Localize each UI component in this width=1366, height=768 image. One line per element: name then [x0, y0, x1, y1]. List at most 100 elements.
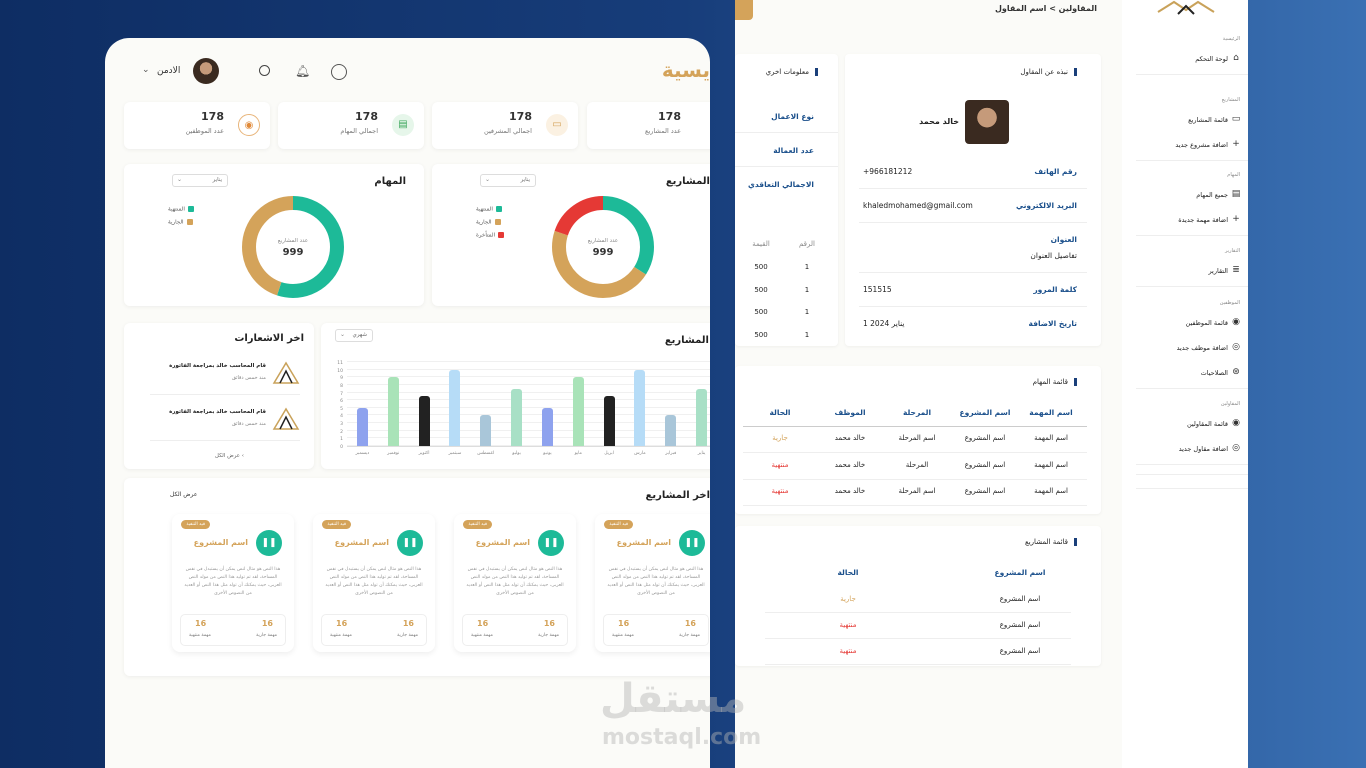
period-filter[interactable]: شهري ⌄: [335, 329, 373, 342]
bar[interactable]: [603, 396, 615, 446]
chart-title: المشاريع: [665, 176, 710, 187]
sidebar-item-label: جميع المهام: [1196, 191, 1228, 199]
gridline: [347, 406, 710, 408]
row-divider: [765, 664, 1071, 665]
user-plus-icon: ◎: [1232, 443, 1240, 453]
bar[interactable]: [511, 388, 523, 446]
settings-icon[interactable]: [331, 64, 347, 80]
x-tick-label: اكتوبر: [418, 451, 430, 456]
stat-label: اجمالي المشرفين: [484, 127, 532, 135]
chart-title: المشاريع: [664, 335, 709, 346]
labor-count-link[interactable]: عدد العمالة: [773, 146, 814, 155]
phone-label: رقم الهاتف: [1034, 167, 1077, 176]
gridline: [347, 429, 710, 431]
bar[interactable]: [449, 369, 461, 446]
notification-item[interactable]: قام المحاسب خالد بمراجعة الفاتورة منذ خم…: [150, 353, 300, 395]
project-card[interactable]: قيد التنفيذ ❚❚ اسم المشروع هذا النص هو مثال…: [595, 514, 710, 652]
project-card[interactable]: قيد التنفيذ ❚❚ اسم المشروع هذا النص هو مثال…: [313, 514, 435, 652]
stat-card-tasks: 178 اجمالي المهام ▤: [278, 102, 424, 149]
notifications-title: اخر الاشعارات: [234, 333, 304, 344]
view-all-link[interactable]: عرض الكل: [170, 491, 198, 498]
sidebar-item[interactable]: الصلاحيات ⊛: [1122, 367, 1248, 380]
project-card[interactable]: قيد التنفيذ ❚❚ اسم المشروع هذا النص هو مثال…: [172, 514, 294, 652]
sidebar-item[interactable]: قائمة الموظفين ◉: [1122, 317, 1248, 330]
sidebar-item[interactable]: لوحة التحكم ⌂: [1122, 53, 1248, 66]
sidebar-item[interactable]: اضافة مهمة جديدة +: [1122, 214, 1248, 227]
running-tasks-value: 16: [402, 619, 414, 628]
running-tasks-label: مهمة جارية: [538, 633, 559, 638]
status-cell: منتهية: [771, 487, 789, 495]
project-description: هذا النص هو مثال لنص يمكن أن يستبدل في ن…: [325, 567, 423, 596]
finished-tasks-value: 16: [618, 619, 630, 628]
pause-icon[interactable]: ❚❚: [538, 530, 564, 556]
search-icon[interactable]: [259, 65, 270, 76]
column-header: المرحلة: [902, 408, 932, 417]
sidebar-item[interactable]: اضافة مشروع جديد +: [1122, 139, 1248, 152]
chevron-down-icon: ⌄: [177, 176, 183, 183]
breadcrumb[interactable]: المقاولين > اسم المقاول: [994, 4, 1097, 13]
bar[interactable]: [541, 407, 553, 446]
status-cell: منتهية: [839, 621, 857, 629]
sidebar-item[interactable]: قائمة المشاريع ▭: [1122, 114, 1248, 127]
work-type-link[interactable]: نوع الاعمال: [771, 112, 814, 121]
x-tick-label: فبراير: [665, 451, 677, 456]
avatar[interactable]: [193, 58, 219, 84]
watermark-arabic: مستقل: [600, 676, 747, 722]
gridline: [347, 445, 710, 446]
user-plus-icon: ◎: [1232, 342, 1240, 352]
sidebar-divider: [1136, 388, 1248, 389]
sidebar-item[interactable]: التقارير ≣: [1122, 265, 1248, 278]
date-added-value: 1 يناير 2024: [863, 319, 905, 328]
bar[interactable]: [696, 388, 708, 446]
bar[interactable]: [387, 377, 399, 446]
pause-icon[interactable]: ❚❚: [397, 530, 423, 556]
company-logo: [1157, 0, 1215, 15]
section-title: قائمة المشاريع: [1025, 538, 1077, 546]
project-name: اسم المشروع: [616, 538, 671, 547]
building-logo-icon: [272, 407, 300, 430]
column-header: اسم المشروع: [994, 568, 1046, 577]
table-cell: اسم المشروع: [964, 434, 1006, 442]
sidebar-item[interactable]: قائمة المقاولين ◉: [1122, 418, 1248, 431]
pause-icon[interactable]: ❚❚: [256, 530, 282, 556]
sidebar: الرئيسية لوحة التحكم ⌂ المشاريع قائمة المشار…: [1122, 0, 1248, 768]
sidebar-item[interactable]: اضافة مقاول جديد ◎: [1122, 443, 1248, 456]
donut-center-label: عدد المشاريع: [277, 238, 309, 244]
bar-plot-area: [347, 361, 710, 447]
sidebar-group-title: المشاريع: [1221, 97, 1240, 103]
back-tab[interactable]: [735, 0, 753, 20]
running-tasks-label: مهمة جارية: [679, 633, 700, 638]
bar[interactable]: [634, 369, 646, 446]
number-cell: 1: [804, 285, 810, 294]
user-icon: ◉: [1232, 317, 1240, 327]
bell-icon[interactable]: 🔔︎: [295, 64, 311, 78]
project-stats: 16 مهمة جارية 16 مهمة منتهية: [180, 614, 286, 646]
project-name: اسم المشروع: [193, 538, 248, 547]
pause-icon[interactable]: ❚❚: [679, 530, 705, 556]
sidebar-item[interactable]: جميع المهام ▤: [1122, 189, 1248, 202]
bar[interactable]: [572, 377, 584, 446]
view-all-link[interactable]: عرض الكل ‹: [214, 453, 244, 459]
user-name[interactable]: الادمن: [157, 66, 181, 76]
month-filter[interactable]: يناير ⌄: [172, 174, 228, 187]
project-card[interactable]: قيد التنفيذ ❚❚ اسم المشروع هذا النص هو مثال…: [454, 514, 576, 652]
row-divider: [743, 452, 1087, 453]
chevron-down-icon[interactable]: ⌄: [142, 65, 150, 75]
bar[interactable]: [665, 415, 677, 446]
bar[interactable]: [356, 407, 368, 446]
bar[interactable]: [418, 396, 430, 446]
tasks-donut: عدد المشاريع 999: [240, 194, 346, 300]
sidebar-divider: [1136, 286, 1248, 287]
sidebar-item-label: اضافة موظف جديد: [1176, 344, 1228, 352]
value-cell: 500: [754, 285, 768, 294]
month-filter[interactable]: يناير ⌄: [480, 174, 536, 187]
status-badge: قيد التنفيذ: [604, 520, 633, 529]
sidebar-divider: [1136, 160, 1248, 161]
contract-total-link[interactable]: الاجمالي التعاقدي: [747, 180, 814, 189]
running-tasks-value: 16: [261, 619, 273, 628]
notification-item[interactable]: قام المحاسب خالد بمراجعة الفاتورة منذ خم…: [150, 399, 300, 441]
finished-tasks-label: مهمة منتهية: [189, 633, 211, 638]
bar[interactable]: [480, 415, 492, 446]
tasks-table-card: قائمة المهام اسم المهمة اسم المشروع المرحل…: [735, 366, 1101, 514]
sidebar-item[interactable]: اضافة موظف جديد ◎: [1122, 342, 1248, 355]
